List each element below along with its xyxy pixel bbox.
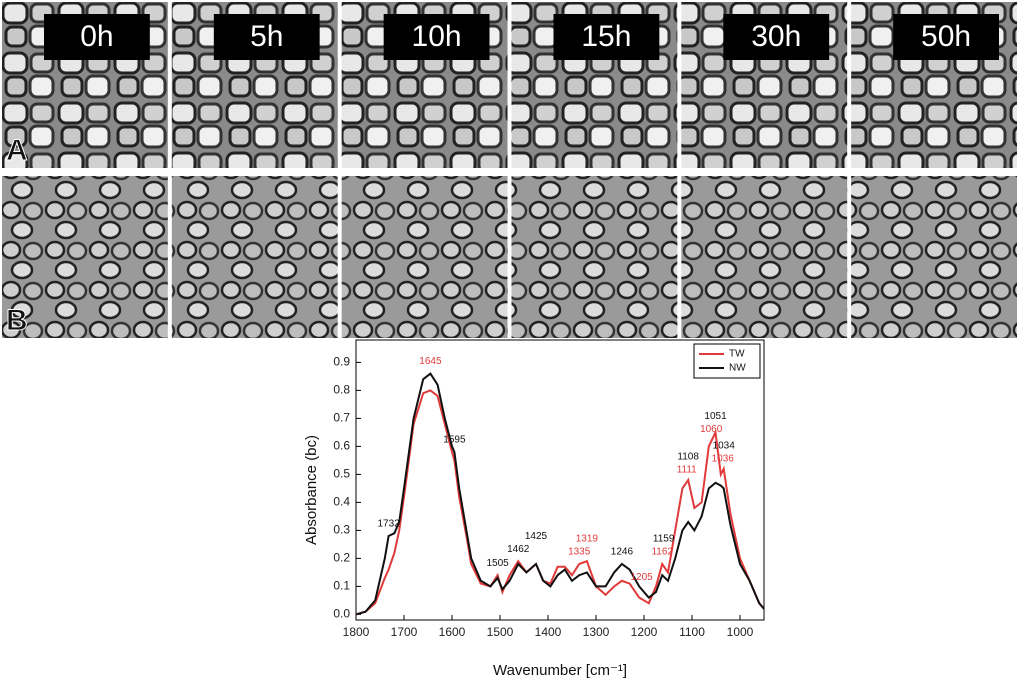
series-line: [355, 372, 765, 616]
peak-label: 1425: [525, 531, 548, 542]
time-label: 50h: [921, 20, 971, 53]
peak-label: 1505: [486, 558, 509, 569]
chart: 0.0 0.1 0.2 0.3 0.4 0.5 0.6 0.7 0.8 0.9 1800 1700 16…: [303, 339, 765, 679]
x-tick-label: 1100: [679, 625, 705, 639]
y-tick-label: 0.4: [333, 495, 350, 509]
x-tick-label: 1800: [343, 625, 370, 639]
time-label-box: [893, 14, 999, 60]
y-tick-label: 0.7: [333, 411, 350, 425]
time-label: 15h: [581, 20, 631, 53]
peak-label: 1034: [713, 440, 736, 451]
micrograph-grid: 0h 5h 10h 15h 30h 50h A B: [2, 2, 1017, 338]
peak-label: 1595: [443, 435, 466, 446]
y-tick-label: 0.2: [333, 551, 350, 565]
peak-label: 1051: [704, 411, 727, 422]
time-label-box: [383, 14, 490, 60]
time-label-box: [213, 14, 320, 60]
y-axis-label: Absorbance (bc): [303, 435, 320, 545]
peak-label: 1319: [576, 534, 599, 545]
peak-label: 1246: [611, 547, 634, 558]
y-tick-label: 0.3: [333, 523, 350, 537]
peak-label: 1159: [653, 534, 675, 545]
peak-label: 1036: [712, 453, 735, 464]
x-tick-label: 1300: [583, 625, 610, 639]
x-tick-label: 1500: [487, 625, 514, 639]
time-label: 0h: [80, 20, 113, 53]
peak-label: 1060: [700, 424, 723, 435]
x-tick-label: 1600: [439, 625, 466, 639]
y-tick-label: 0.5: [333, 467, 350, 481]
micrograph: [2, 176, 168, 338]
time-label-box: [44, 14, 150, 60]
row-label: B: [6, 304, 28, 337]
y-tick-label: 0.0: [333, 607, 350, 621]
time-label: 10h: [412, 20, 462, 53]
series-line: [355, 389, 765, 616]
time-label-box: [553, 14, 660, 60]
micrograph: [341, 176, 508, 338]
y-tick-label: 0.6: [333, 439, 350, 453]
time-label: 30h: [751, 20, 801, 53]
time-label: 5h: [250, 20, 283, 53]
legend-label: NW: [729, 363, 746, 374]
x-axis-label: Wavenumber [cm⁻¹]: [493, 662, 627, 679]
micrograph: [681, 176, 848, 338]
micrograph: [511, 176, 678, 338]
x-tick-label: 1200: [631, 625, 658, 639]
peak-label: 1111: [677, 465, 697, 476]
time-label-box: [723, 14, 830, 60]
y-tick-label: 0.9: [333, 355, 350, 369]
legend-box: [693, 343, 761, 379]
chart-background: [355, 338, 767, 682]
y-tick-label: 0.1: [333, 579, 350, 593]
micrograph: [851, 176, 1017, 338]
x-tick-label: 1700: [391, 625, 418, 639]
peak-label: 1732: [378, 519, 401, 530]
x-tick-label: 1000: [727, 625, 754, 639]
peak-label: 1162: [651, 547, 673, 558]
peak-label: 1335: [568, 547, 591, 558]
micrograph: [171, 176, 338, 338]
y-tick-label: 0.8: [333, 383, 350, 397]
x-tick-label: 1400: [535, 625, 562, 639]
row-label: A: [6, 134, 28, 167]
peak-label: 1205: [630, 572, 653, 583]
plot-frame: [355, 339, 765, 621]
legend-label: TW: [729, 349, 745, 360]
peak-label: 1108: [677, 452, 699, 463]
peak-label: 1645: [419, 356, 442, 367]
peak-label: 1462: [507, 544, 530, 555]
